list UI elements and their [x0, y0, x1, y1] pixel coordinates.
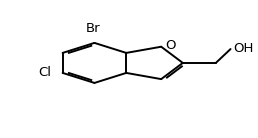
Text: O: O [165, 39, 175, 52]
Text: OH: OH [233, 42, 253, 55]
Text: Cl: Cl [38, 66, 52, 79]
Text: Br: Br [86, 22, 101, 35]
